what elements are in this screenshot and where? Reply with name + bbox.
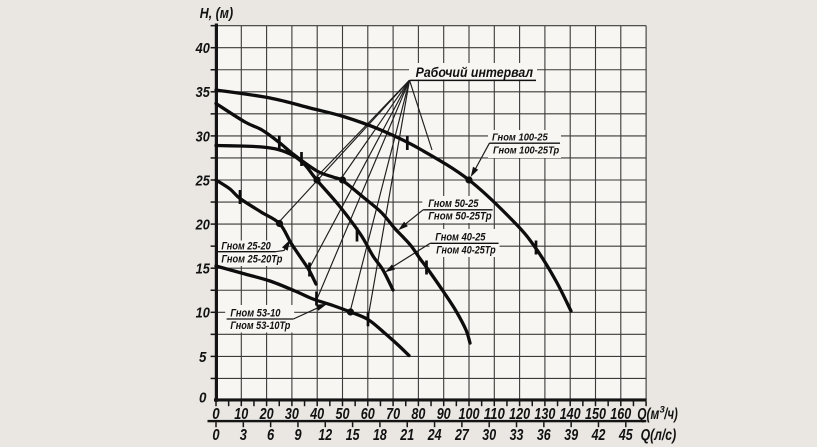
svg-text:0: 0 xyxy=(199,390,207,407)
svg-text:35: 35 xyxy=(196,84,211,101)
svg-text:10: 10 xyxy=(234,406,248,423)
svg-text:0: 0 xyxy=(212,427,219,444)
svg-text:40: 40 xyxy=(195,40,211,57)
svg-text:24: 24 xyxy=(427,427,442,444)
svg-text:50: 50 xyxy=(336,406,350,423)
svg-text:Q(л/с): Q(л/с) xyxy=(641,427,677,444)
svg-text:Гном 53-10: Гном 53-10 xyxy=(230,307,281,319)
svg-text:39: 39 xyxy=(564,427,578,444)
svg-text:12: 12 xyxy=(318,427,332,444)
svg-text:3: 3 xyxy=(660,405,666,416)
svg-text:Н, (м): Н, (м) xyxy=(200,5,233,22)
svg-text:Гном 100-25Тр: Гном 100-25Тр xyxy=(493,145,559,156)
svg-text:/ч): /ч) xyxy=(664,406,678,423)
svg-text:36: 36 xyxy=(537,427,551,444)
svg-text:21: 21 xyxy=(400,427,415,444)
svg-text:0: 0 xyxy=(212,406,220,423)
svg-text:42: 42 xyxy=(591,427,606,444)
svg-text:15: 15 xyxy=(346,427,360,444)
svg-text:80: 80 xyxy=(411,406,425,423)
svg-text:20: 20 xyxy=(259,406,274,423)
svg-text:Рабочий интервал: Рабочий интервал xyxy=(416,65,534,80)
svg-text:6: 6 xyxy=(267,427,274,444)
svg-text:160: 160 xyxy=(610,406,631,423)
svg-text:130: 130 xyxy=(534,406,555,423)
svg-text:140: 140 xyxy=(560,406,581,423)
svg-text:20: 20 xyxy=(195,217,211,234)
svg-text:15: 15 xyxy=(196,261,211,278)
svg-text:30: 30 xyxy=(482,427,496,444)
svg-text:150: 150 xyxy=(585,406,606,423)
svg-text:70: 70 xyxy=(386,406,400,423)
svg-text:33: 33 xyxy=(510,427,524,444)
svg-text:30: 30 xyxy=(285,406,299,423)
svg-text:120: 120 xyxy=(509,406,530,423)
svg-text:Гном 50-25Тр: Гном 50-25Тр xyxy=(428,210,492,222)
svg-text:27: 27 xyxy=(454,427,470,444)
svg-text:Гном 25-20Тр: Гном 25-20Тр xyxy=(221,254,282,266)
svg-text:Гном 25-20: Гном 25-20 xyxy=(221,240,271,252)
svg-text:Гном 40-25: Гном 40-25 xyxy=(435,231,486,243)
svg-text:25: 25 xyxy=(195,172,211,189)
svg-text:30: 30 xyxy=(196,128,211,145)
svg-text:Гном 50-25: Гном 50-25 xyxy=(428,198,479,210)
svg-text:60: 60 xyxy=(361,406,375,423)
svg-text:100: 100 xyxy=(459,406,480,423)
svg-text:45: 45 xyxy=(618,427,633,444)
svg-text:Q(м: Q(м xyxy=(637,406,660,423)
svg-text:Гном 100-25: Гном 100-25 xyxy=(492,132,548,143)
svg-text:3: 3 xyxy=(240,427,247,444)
svg-text:110: 110 xyxy=(484,406,505,423)
svg-text:90: 90 xyxy=(437,406,451,423)
svg-text:40: 40 xyxy=(309,406,324,423)
svg-text:18: 18 xyxy=(373,427,387,444)
svg-text:9: 9 xyxy=(294,427,301,444)
svg-text:10: 10 xyxy=(196,305,211,322)
svg-text:Гном 53-10Тр: Гном 53-10Тр xyxy=(230,320,290,332)
svg-text:Гном 40-25Тр: Гном 40-25Тр xyxy=(436,244,496,256)
svg-text:5: 5 xyxy=(199,349,207,366)
